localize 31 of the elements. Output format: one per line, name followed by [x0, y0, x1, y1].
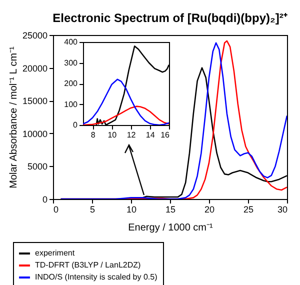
legend-label: INDO/S (Intensity is scaled by 0.5) — [35, 272, 158, 282]
x-tick-label: 14 — [146, 130, 156, 140]
line-series — [83, 106, 169, 125]
legend-label: TD-DFRT (B3LYP / LanL2DZ) — [35, 260, 141, 270]
x-tick-label: 8 — [90, 130, 96, 140]
y-tick-label: 15000 — [22, 96, 48, 106]
y-tick-label: 25000 — [22, 30, 48, 40]
x-tick-label: 20 — [204, 204, 215, 214]
y-axis-title: Molar Absorbance / mol⁻¹ L cm⁻¹ — [8, 46, 20, 188]
y-tick-label: 100 — [64, 100, 78, 109]
x-tick-label: 0 — [54, 204, 59, 214]
y-tick-label: 0 — [73, 120, 78, 130]
y-tick-label: 200 — [64, 79, 78, 88]
chart-title: Electronic Spectrum of [Ru(bqdi)(bpy)₂]²⁺ — [52, 11, 288, 25]
x-tick-label: 5 — [90, 204, 96, 214]
y-tick-label: 5000 — [27, 162, 48, 172]
y-tick-label: 10000 — [22, 128, 48, 139]
y-tick-label: 20000 — [22, 63, 48, 74]
x-tick-label: 15 — [165, 204, 176, 214]
line-series — [83, 78, 169, 125]
legend-label: experiment — [35, 248, 76, 258]
x-tick-label: 10 — [108, 130, 118, 140]
x-tick-label: 25 — [243, 204, 254, 214]
x-tick-label: 16 — [160, 130, 170, 140]
x-axis-title: Energy / 1000 cm⁻¹ — [128, 222, 214, 234]
y-tick-label: 300 — [64, 58, 78, 68]
y-tick-label: 400 — [64, 38, 78, 46]
y-tick-label: 0 — [42, 194, 48, 204]
x-tick-label: 30 — [277, 204, 288, 214]
x-tick-label: 12 — [126, 130, 136, 140]
x-tick-label: 10 — [126, 204, 137, 214]
